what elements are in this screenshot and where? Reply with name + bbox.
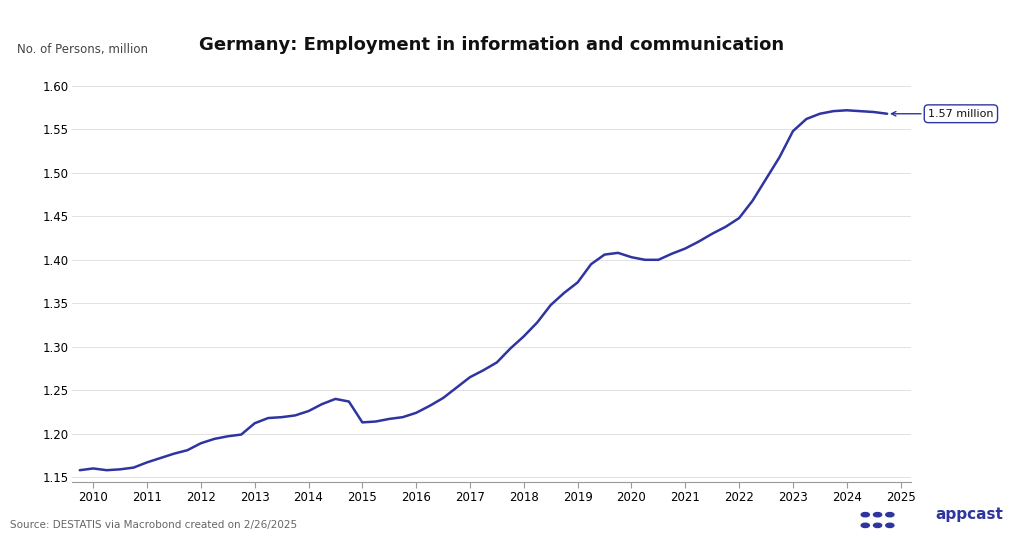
Text: 1.57 million: 1.57 million	[892, 109, 993, 119]
Title: Germany: Employment in information and communication: Germany: Employment in information and c…	[199, 36, 784, 55]
Text: No. of Persons, million: No. of Persons, million	[17, 43, 148, 56]
Text: Source: DESTATIS via Macrobond created on 2/26/2025: Source: DESTATIS via Macrobond created o…	[10, 519, 297, 530]
Text: appcast: appcast	[936, 507, 1004, 522]
